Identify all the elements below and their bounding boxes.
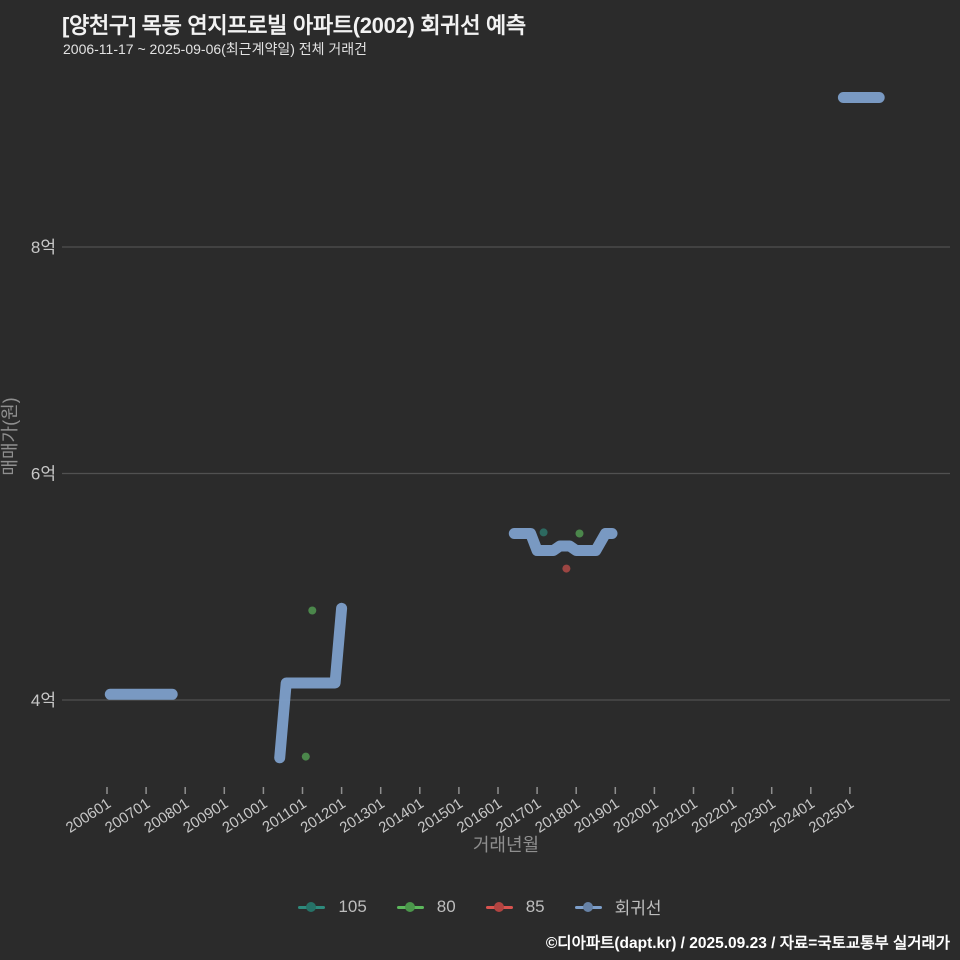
legend-label: 80 — [436, 896, 456, 916]
legend-item-회귀선: 회귀선 — [574, 894, 662, 919]
data-point-80 — [308, 606, 317, 615]
legend-label: 회귀선 — [614, 899, 662, 918]
footer-credit: ©디아파트(dapt.kr) / 2025.09.23 / 자료=국토교통부 실… — [545, 935, 950, 952]
y-tick-label: 6억 — [31, 465, 56, 484]
legend-label: 85 — [525, 896, 545, 916]
regression-line-segment — [274, 602, 348, 764]
legend-label: 105 — [338, 896, 367, 916]
regression-line-segment — [508, 528, 618, 556]
y-tick-label: 4억 — [31, 691, 56, 710]
y-axis-title: 매매가(원) — [0, 397, 20, 475]
legend-item-80: 80 — [396, 896, 456, 917]
page-title: [양천구] 목동 연지프로빌 아파트(2002) 회귀선 예측 — [62, 13, 526, 38]
legend-marker-icon — [574, 901, 602, 913]
legend-item-85: 85 — [485, 896, 545, 917]
legend-marker-icon — [485, 901, 513, 913]
x-tick-label: 202501 — [806, 795, 857, 837]
data-point-105 — [539, 528, 548, 537]
chart-legend: 105 80 85 회귀선 — [0, 894, 960, 919]
legend-dot-icon — [493, 901, 504, 912]
x-tick-label: 201001 — [219, 795, 270, 837]
data-point-80 — [575, 529, 584, 538]
page-subtitle: 2006-11-17 ~ 2025-09-06(최근계약일) 전체 거래건 — [63, 41, 368, 57]
legend-dot-icon — [582, 901, 593, 912]
legend-dot-icon — [404, 901, 415, 912]
y-tick-label: 8억 — [31, 238, 56, 257]
legend-item-105: 105 — [298, 896, 367, 917]
legend-dot-icon — [306, 901, 317, 912]
x-axis-title: 거래년월 — [473, 835, 539, 855]
data-point-85 — [562, 564, 571, 573]
legend-marker-icon — [396, 901, 424, 913]
legend-marker-icon — [298, 901, 326, 913]
data-point-80 — [301, 752, 310, 761]
